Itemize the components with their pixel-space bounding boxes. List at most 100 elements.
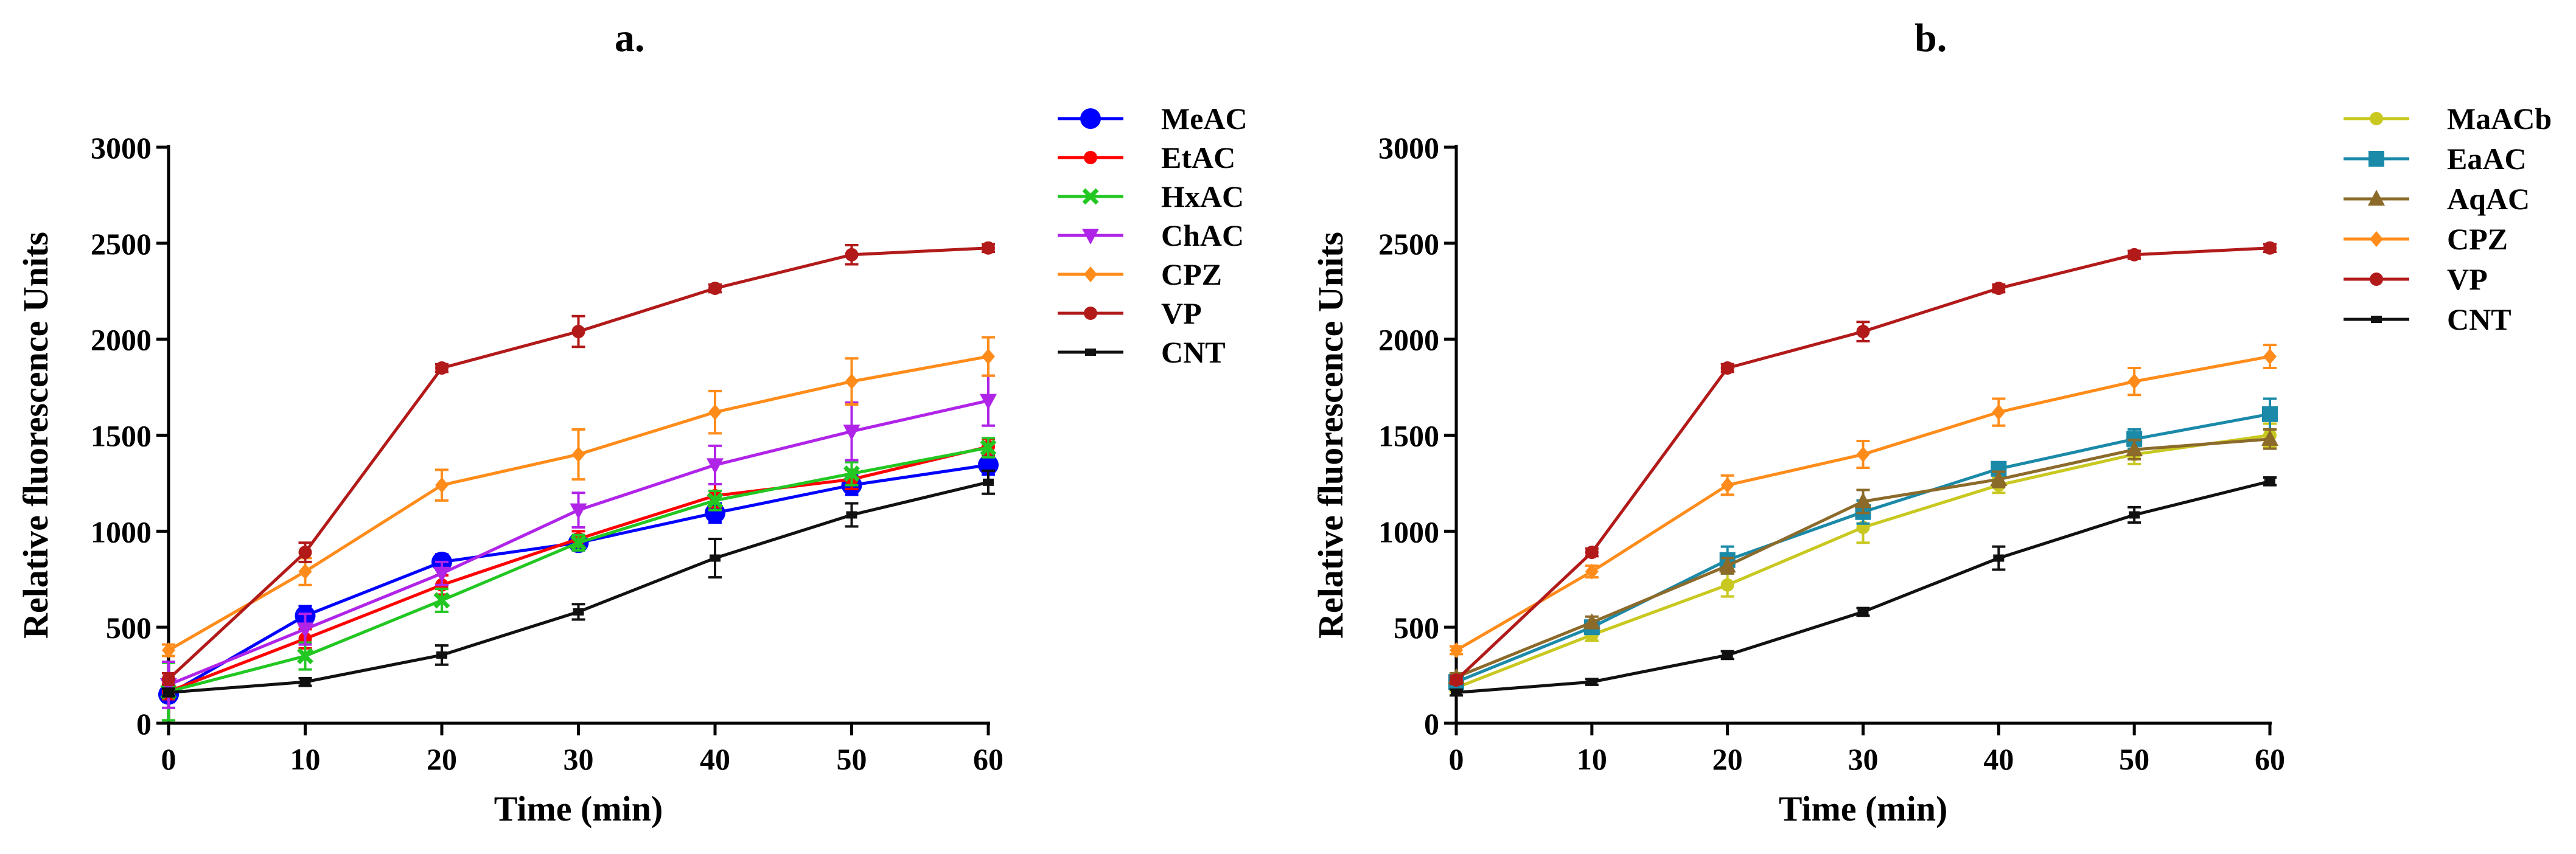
chart-b-legend-item: CNT	[2344, 302, 2511, 336]
chart-a-point-cnt	[846, 511, 857, 519]
chart-a-legend-item: MeAC	[1058, 102, 1248, 136]
chart-a-point-cpz	[845, 373, 859, 390]
chart-a-point-hxac	[843, 465, 860, 482]
chart-a-x-tick-label: 10	[290, 742, 321, 776]
chart-b-point-cpz	[2263, 349, 2277, 365]
chart-a-legend-marker	[1082, 188, 1099, 205]
chart-a-x-tick-label: 60	[973, 742, 1004, 776]
chart-a-point-cnt	[983, 478, 994, 486]
chart-a-point-vp	[982, 241, 995, 255]
chart-b-legend-label: AqAC	[2447, 182, 2530, 216]
chart-a-point-cnt	[299, 678, 311, 686]
chart-b-legend-label: CNT	[2447, 302, 2511, 336]
chart-a-point-cpz	[435, 477, 449, 493]
chart-b-line-maacb	[1456, 434, 2271, 689]
chart-a-legend-label: MeAC	[1161, 102, 1248, 136]
chart-a-point-chac	[843, 425, 860, 441]
chart-a-legend-marker	[1082, 229, 1099, 245]
chart-b-series-cpz	[1450, 344, 2277, 659]
chart-a-y-tick-label: 2000	[91, 323, 152, 357]
chart-a-legend-item: CNT	[1058, 335, 1226, 369]
chart-a-legend-label: ChAC	[1161, 218, 1244, 252]
chart-a-legend-marker	[1084, 307, 1097, 320]
chart-b-point-cnt	[1586, 678, 1597, 686]
chart-b-y-tick-label: 1000	[1378, 515, 1439, 549]
chart-b-point-cnt	[2264, 477, 2275, 485]
chart-a-legend-marker	[1085, 349, 1096, 356]
chart-a-y-tick-label: 1500	[91, 419, 152, 453]
chart-b-series-vp	[1450, 241, 2277, 687]
chart-b-point-cpz	[1992, 404, 2006, 420]
chart-b-y-tick-label: 1500	[1378, 419, 1439, 453]
chart-a-point-chac	[433, 566, 450, 583]
chart-a-y-tick-label: 2500	[91, 227, 152, 261]
chart-b-x-tick-label: 20	[1712, 742, 1743, 776]
chart-a-y-tick-label: 500	[106, 611, 152, 645]
chart-b-point-cnt	[1451, 689, 1462, 696]
chart-b-legend-label: CPZ	[2447, 222, 2508, 256]
chart-b-point-maacb	[1720, 578, 1734, 592]
chart-b-x-tick-label: 10	[1577, 742, 1607, 776]
chart-b-point-cpz	[1585, 563, 1599, 580]
chart-a-legend-label: HxAC	[1161, 179, 1244, 214]
chart-b-legend-marker	[2368, 190, 2385, 206]
chart-a-y-axis-label: Relative fluorescence Units	[16, 232, 55, 639]
chart-b-title: b.	[1915, 16, 1947, 60]
chart-b-legend-item: MaACb	[2344, 102, 2552, 136]
chart-b-y-tick-label: 3000	[1378, 131, 1439, 165]
chart-b-x-tick-label: 30	[1848, 742, 1879, 776]
chart-b-point-cnt	[1993, 554, 2005, 562]
chart-a-point-cpz	[298, 563, 312, 580]
chart-a-legend-item: EtAC	[1058, 141, 1235, 175]
chart-b-point-vp	[1720, 361, 1734, 375]
chart-b-point-aqac	[1719, 557, 1736, 573]
chart-a-point-vp	[162, 672, 175, 686]
chart-a-legend-marker	[1084, 266, 1097, 282]
chart-a-x-tick-label: 50	[837, 742, 867, 776]
chart-a-y-tick-label: 1000	[91, 515, 152, 549]
chart-a-series-vp	[162, 241, 995, 686]
chart-b-point-cpz	[2127, 373, 2141, 390]
chart-b-point-vp	[1856, 325, 1870, 339]
chart-panel-a: a. 0 500 1000 1500 2000 2500 3000 0 10 20 30 40 50 60…	[16, 16, 1248, 828]
chart-a-point-cnt	[436, 651, 447, 659]
chart-b-point-vp	[1450, 673, 1463, 687]
chart-b-legend-label: VP	[2447, 262, 2488, 296]
chart-b-point-aqac	[1583, 613, 1600, 630]
chart-b-legend-marker	[2370, 273, 2383, 286]
chart-a-x-tick-label: 0	[161, 742, 176, 776]
chart-b-point-cnt	[1857, 608, 1869, 616]
chart-b-legend-marker	[2371, 316, 2382, 323]
chart-b-legend-marker	[2368, 151, 2384, 167]
chart-b-y-axis-label: Relative fluorescence Units	[1311, 232, 1350, 639]
chart-b-legend-item: CPZ	[2344, 222, 2508, 256]
chart-b-point-aqac	[2126, 440, 2143, 457]
chart-a-x-axis-label: Time (min)	[494, 789, 663, 828]
chart-b-point-aqac	[1854, 492, 1872, 509]
chart-a-legend-label: VP	[1161, 296, 1202, 330]
chart-a-point-cpz	[162, 642, 175, 659]
chart-b-point-cpz	[1450, 642, 1463, 659]
chart-a-point-vp	[845, 248, 859, 262]
chart-a-title: a.	[615, 16, 645, 60]
chart-a-point-vp	[298, 546, 312, 560]
chart-b-y-tick-label: 0	[1424, 707, 1439, 741]
chart-a-point-hxac	[707, 492, 724, 509]
chart-a-point-cpz	[982, 349, 995, 365]
chart-a-legend-item: HxAC	[1058, 179, 1244, 214]
chart-b-x-axis-label: Time (min)	[1779, 789, 1948, 828]
chart-a-x-tick-label: 40	[700, 742, 730, 776]
chart-b-point-eaac	[2262, 406, 2278, 422]
chart-a-legend-item: ChAC	[1058, 218, 1244, 252]
chart-a-point-chac	[570, 503, 587, 519]
chart-b-point-vp	[1585, 546, 1599, 560]
chart-a-point-vp	[571, 325, 585, 339]
chart-b-point-cnt	[2129, 511, 2140, 519]
chart-b-y-tick-label: 2500	[1378, 227, 1439, 261]
chart-a-series-cpz	[162, 336, 995, 659]
chart-a-point-cnt	[710, 554, 721, 562]
chart-a-legend-item: CPZ	[1058, 257, 1222, 291]
chart-a-point-cpz	[571, 446, 585, 463]
chart-a-point-hxac	[570, 534, 587, 551]
chart-b-point-vp	[2127, 248, 2141, 262]
